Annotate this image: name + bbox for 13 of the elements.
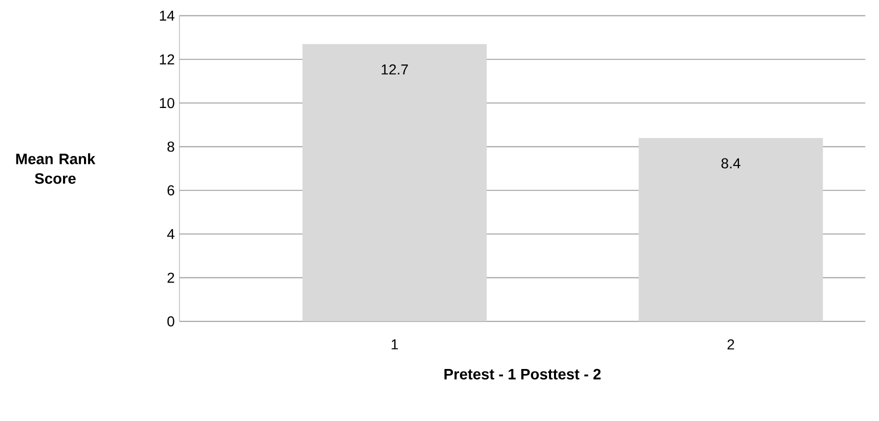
x-axis-title: Pretest - 1 Posttest - 2 <box>444 368 601 380</box>
y-tick-label: 6 <box>168 185 174 196</box>
x-tick-label: 1 <box>392 339 398 350</box>
y-tick-label: 8 <box>167 141 174 152</box>
y-tick-label: 14 <box>160 10 174 20</box>
y-axis-title: Mean Rank Score <box>16 153 96 184</box>
y-tick-label: 12 <box>160 54 174 64</box>
y-tick-label: 4 <box>167 228 174 239</box>
y-tick-label: 10 <box>160 98 174 108</box>
y-tick-label: 2 <box>168 272 174 283</box>
y-tick-label: 0 <box>167 316 174 326</box>
data-label: 12.7 <box>382 64 408 74</box>
data-label: 8.4 <box>721 158 740 168</box>
